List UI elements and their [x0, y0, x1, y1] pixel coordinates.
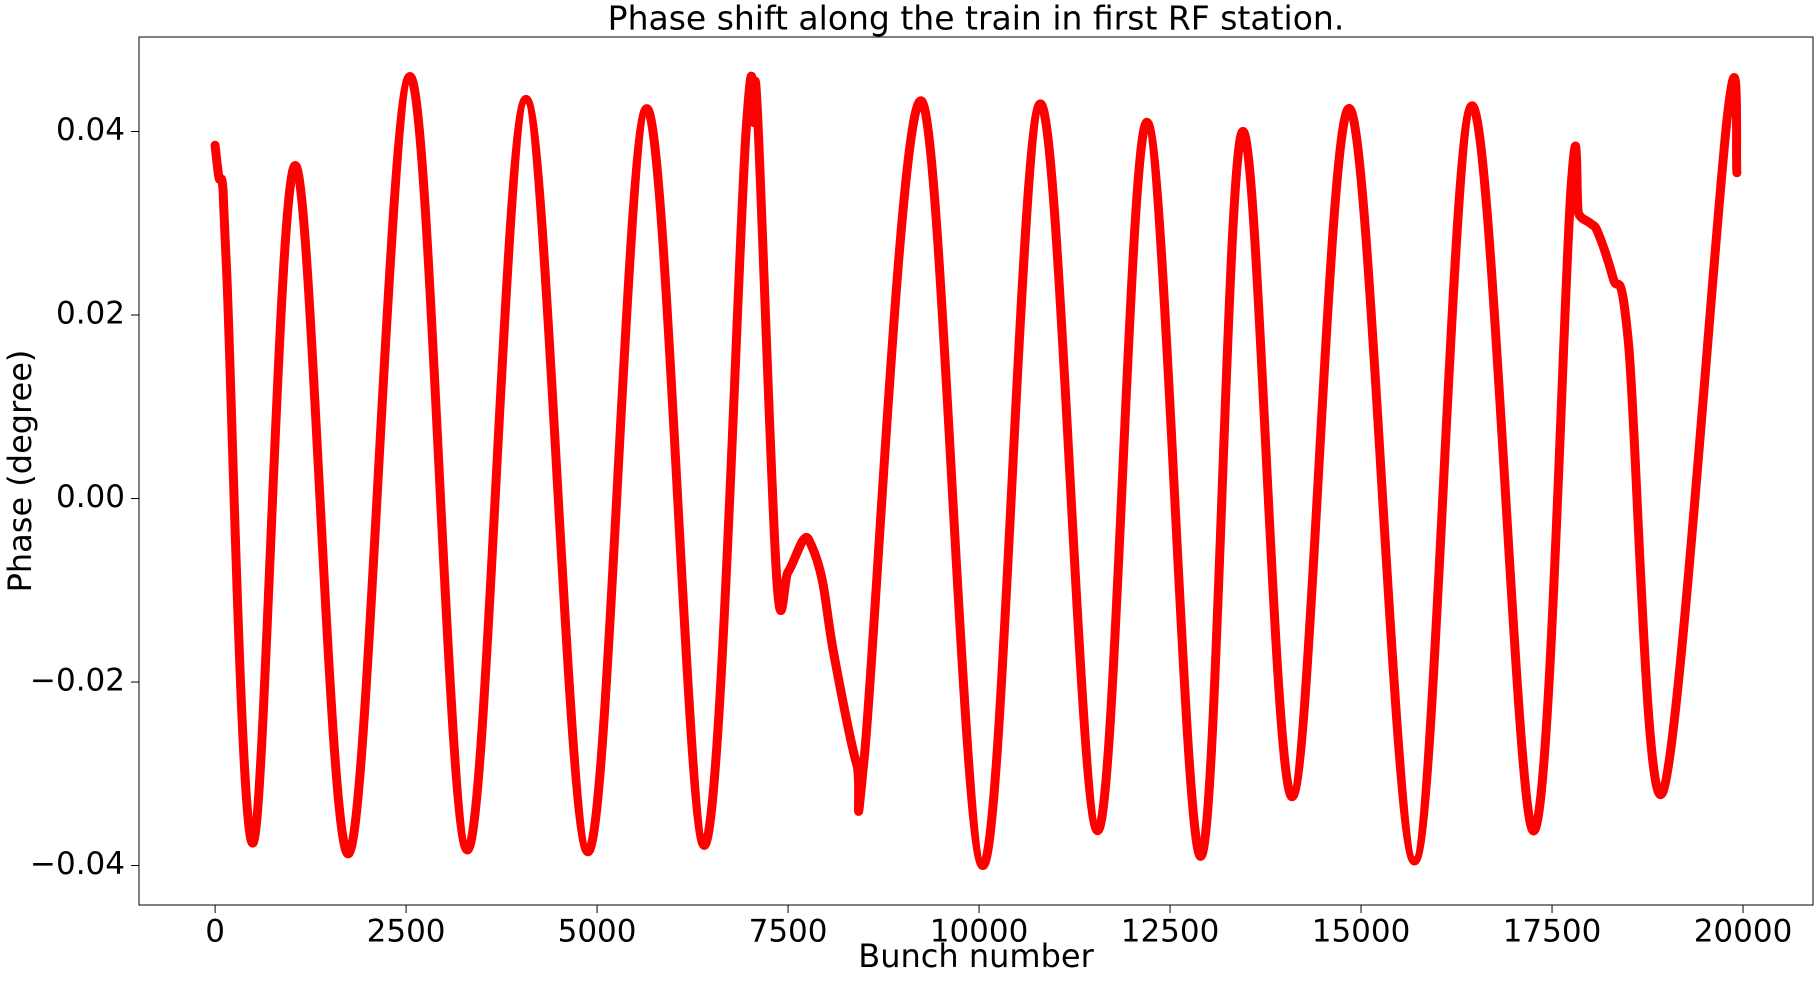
x-axis-label: Bunch number — [858, 937, 1094, 975]
chart-title: Phase shift along the train in first RF … — [608, 0, 1345, 38]
x-tick-label: 2500 — [367, 914, 446, 950]
data-line — [210, 71, 1742, 871]
y-tick-label: −0.02 — [30, 663, 125, 699]
x-tick-label: 0 — [205, 914, 225, 950]
x-tick-label: 10000 — [930, 914, 1029, 950]
x-tick-label: 7500 — [749, 914, 828, 950]
y-axis-label: Phase (degree) — [1, 350, 39, 593]
y-tick-label: −0.04 — [30, 846, 125, 882]
y-tick-label: 0.00 — [56, 479, 125, 515]
x-tick-label: 20000 — [1694, 914, 1793, 950]
x-tick-label: 17500 — [1503, 914, 1602, 950]
x-tick-label: 15000 — [1312, 914, 1411, 950]
x-tick-label: 5000 — [558, 914, 637, 950]
x-tick-label: 12500 — [1121, 914, 1220, 950]
y-tick-label: 0.04 — [56, 112, 125, 148]
plot-frame — [138, 36, 1814, 906]
y-tick-label: 0.02 — [56, 296, 125, 332]
